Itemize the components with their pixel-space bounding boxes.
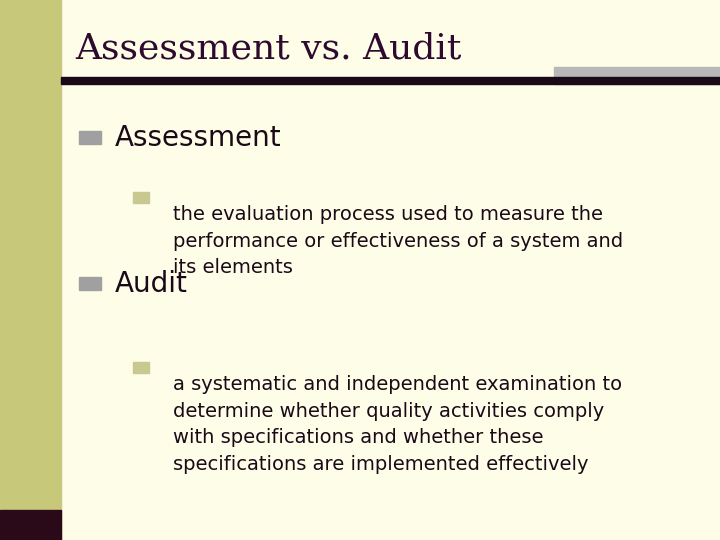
Bar (0, 0, 61, 540)
Text: a systematic and independent examination to
determine whether quality activities: a systematic and independent examination… (173, 375, 622, 474)
Text: Assessment vs. Audit: Assessment vs. Audit (76, 32, 462, 65)
Text: Audit: Audit (115, 269, 188, 298)
Text: the evaluation process used to measure the
performance or effectiveness of a sys: the evaluation process used to measure t… (173, 205, 623, 277)
Bar (79, 131, 101, 144)
Bar (133, 192, 149, 202)
Bar (554, 68, 720, 84)
Bar (61, 77, 720, 84)
Text: Assessment: Assessment (115, 124, 282, 152)
Bar (0, 510, 61, 540)
Bar (79, 276, 101, 291)
Bar (133, 362, 149, 373)
